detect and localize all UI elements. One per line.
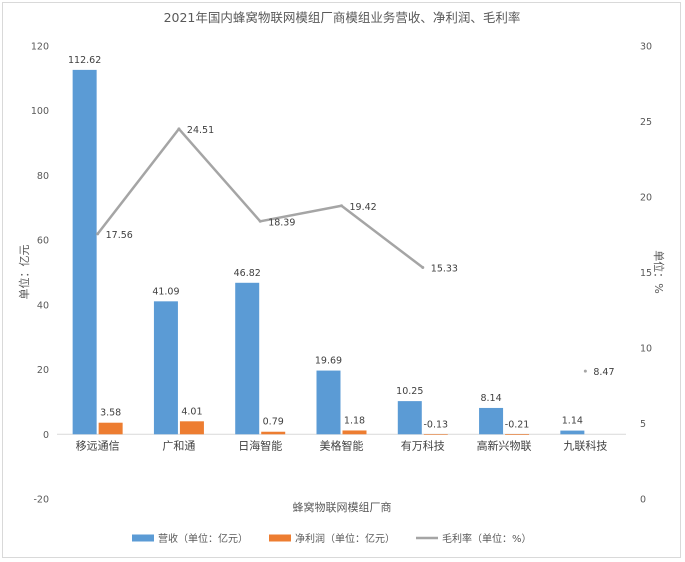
bar-net-profit	[98, 422, 123, 435]
y-tick-label: 60	[37, 236, 49, 247]
bar-net-profit	[179, 421, 204, 435]
x-axis-label: 蜂窝物联网模组厂商	[293, 500, 392, 514]
gross-margin-line	[96, 127, 424, 269]
y-tick-label: 120	[31, 42, 49, 53]
x-tick-label: 广和通	[162, 439, 195, 452]
legend: 营收（单位：亿元） 净利润（单位：亿元） 毛利率（单位：%）	[132, 532, 532, 545]
gross-margin-point	[583, 369, 587, 373]
y2-tick-label: 25	[640, 117, 652, 128]
x-tick-label: 日海智能	[238, 438, 282, 452]
gross-margin-point	[421, 266, 425, 270]
data-label: 19.69	[315, 356, 342, 367]
y2-tick-label: 5	[640, 419, 646, 430]
data-label: -0.21	[505, 419, 530, 430]
x-tick-label: 高新兴物联	[477, 438, 532, 452]
chart-title: 2021年国内蜂窝物联网模组厂商模组业务营收、净利润、毛利率	[164, 10, 521, 25]
data-label: -0.13	[423, 419, 448, 430]
bar-revenue	[479, 407, 504, 435]
y-tick-label: -20	[33, 495, 49, 506]
bar-revenue	[72, 69, 97, 435]
x-tick-label: 美格智能	[320, 438, 364, 452]
y2-tick-label: 0	[640, 495, 646, 506]
gross-margin-point	[96, 232, 100, 236]
legend-label: 营收（单位：亿元）	[158, 532, 248, 545]
bar-revenue	[235, 282, 260, 435]
y-tick-label: 20	[37, 365, 49, 376]
data-label: 24.51	[187, 125, 214, 136]
y2-axis-label: 单位：%	[652, 250, 666, 293]
bar-revenue	[397, 401, 422, 435]
y-tick-label: 100	[31, 106, 49, 117]
x-tick-label: 有万科技	[401, 438, 445, 452]
plot-area: -20 0 20 40 60 80 100 120 0 5 10 15 20 25 30 移远通信 广和通 日海智…	[31, 42, 652, 506]
gross-margin-point	[258, 219, 262, 223]
legend-label: 毛利率（单位：%）	[442, 532, 532, 545]
data-label: 46.82	[234, 268, 261, 279]
data-label: 3.58	[100, 408, 121, 419]
data-label: 0.79	[263, 417, 284, 428]
bar-net-profit	[423, 434, 448, 435]
data-label: 1.18	[344, 415, 365, 426]
gross-margin-point	[340, 204, 343, 208]
data-label: 19.42	[350, 202, 377, 213]
y2-tick-label: 15	[640, 268, 652, 279]
y-axis-label: 单位：亿元	[17, 245, 31, 300]
x-tick-label: 移远通信	[76, 439, 120, 452]
y-tick-label: 80	[37, 171, 49, 182]
legend-label: 净利润（单位：亿元）	[295, 532, 395, 545]
bar-revenue	[316, 370, 341, 435]
bar-revenue	[560, 430, 585, 435]
data-label: 112.62	[68, 55, 101, 66]
bar-net-profit	[505, 434, 530, 435]
y2-tick-label: 10	[640, 344, 652, 355]
data-label: 10.25	[396, 386, 423, 397]
y-tick-label: 0	[43, 430, 49, 441]
y2-tick-label: 30	[640, 42, 652, 53]
bar-revenue	[153, 301, 178, 435]
legend-swatch	[269, 534, 291, 542]
bar-net-profit	[261, 431, 286, 435]
data-label: 8.47	[593, 367, 614, 378]
data-label: 15.33	[431, 264, 458, 275]
gross-margin-point	[177, 127, 181, 131]
data-label: 4.01	[181, 406, 202, 417]
legend-swatch	[132, 534, 154, 542]
data-label: 17.56	[106, 230, 133, 241]
y2-tick-label: 20	[640, 193, 652, 204]
data-label: 18.39	[268, 217, 295, 228]
data-label: 1.14	[562, 416, 583, 427]
data-label: 8.14	[480, 393, 501, 404]
x-tick-label: 九联科技	[563, 438, 607, 452]
y-tick-label: 40	[37, 300, 49, 311]
bar-net-profit	[342, 430, 367, 435]
data-label: 41.09	[152, 286, 179, 297]
